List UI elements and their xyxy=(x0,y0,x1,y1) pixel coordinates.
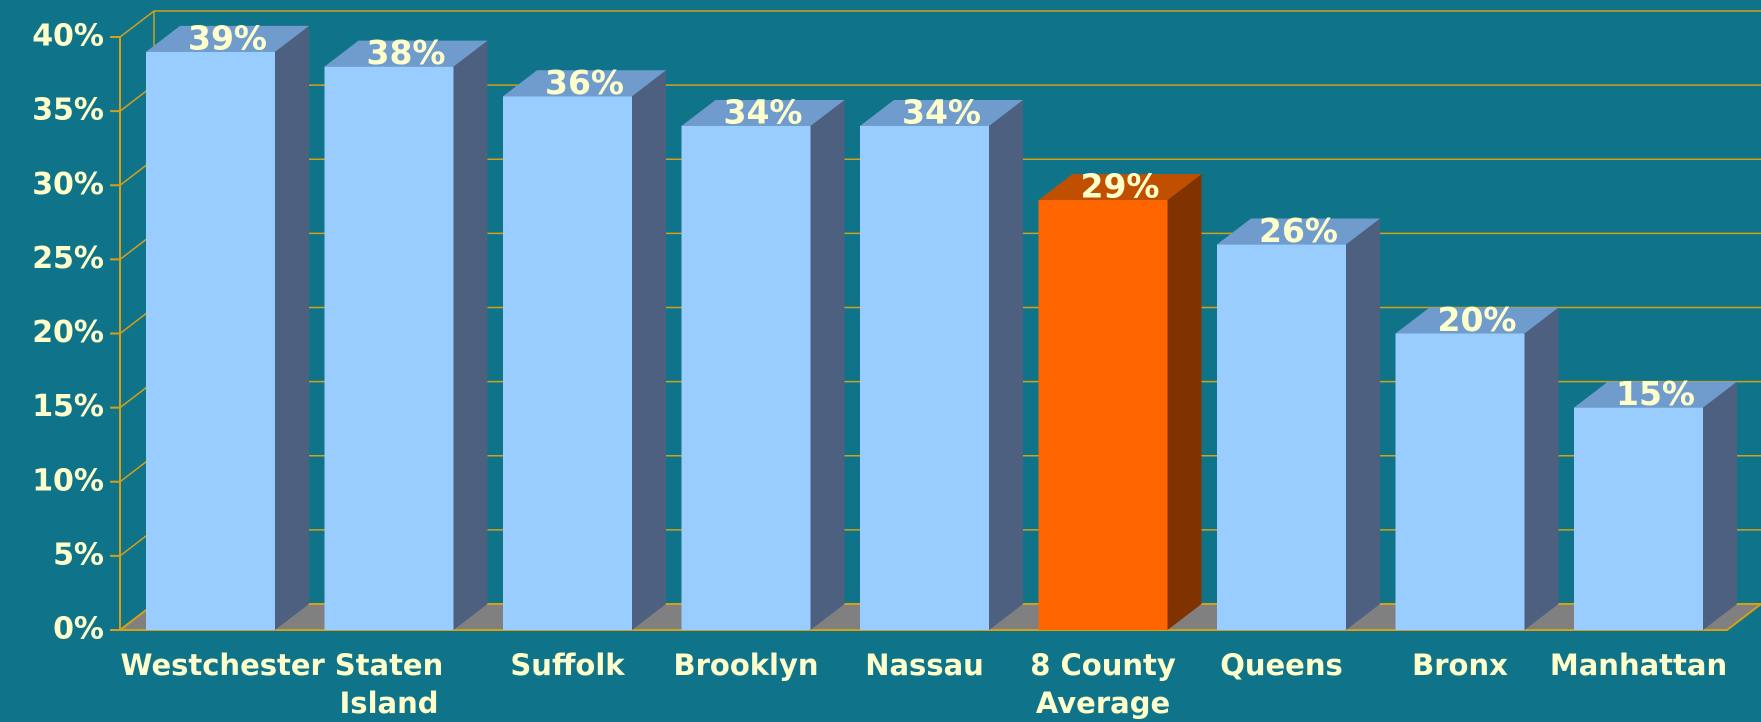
data-label: 26% xyxy=(1259,211,1338,250)
bar-top xyxy=(681,99,845,126)
bar xyxy=(1395,333,1525,630)
data-label: 29% xyxy=(1081,167,1160,206)
bar xyxy=(860,125,989,630)
y-tick-label: 20% xyxy=(32,315,104,350)
bar xyxy=(324,66,454,630)
bar xyxy=(1574,407,1703,630)
x-tick-label: Manhattan xyxy=(1549,648,1728,682)
y-tick-label: 35% xyxy=(32,93,104,128)
bar-top xyxy=(860,99,1023,126)
data-label: 15% xyxy=(1616,374,1695,413)
bar-top xyxy=(1574,381,1737,408)
bar xyxy=(1038,200,1168,630)
data-label: 34% xyxy=(724,92,803,131)
bar-top xyxy=(1038,174,1202,201)
bar-top xyxy=(503,70,666,97)
y-tick-label: 15% xyxy=(32,389,104,424)
bar-top xyxy=(1217,218,1380,245)
y-tick-label: 30% xyxy=(32,167,104,202)
bar-side xyxy=(1703,381,1737,630)
bar xyxy=(503,96,632,631)
bar-side xyxy=(632,70,666,631)
x-tick-label: Suffolk xyxy=(510,648,625,682)
bar-side xyxy=(275,25,309,630)
bar-side xyxy=(453,40,488,630)
bar-side xyxy=(989,99,1023,630)
bar-top xyxy=(324,40,488,67)
bar-top xyxy=(146,25,309,52)
y-tick-label: 40% xyxy=(32,19,104,54)
bar-side xyxy=(1524,307,1559,630)
bar-side xyxy=(810,99,845,630)
data-label: 36% xyxy=(545,63,624,102)
y-tick-label: 10% xyxy=(32,463,104,498)
y-tick-label: 25% xyxy=(32,241,104,276)
bar-side xyxy=(1167,174,1202,630)
x-tick-label: Bronx xyxy=(1412,648,1508,682)
x-tick-label: 8 County Average xyxy=(1030,648,1176,720)
bar-top xyxy=(1395,307,1559,334)
data-label: 20% xyxy=(1438,300,1517,339)
data-label: 39% xyxy=(188,18,267,57)
y-tick-label: 5% xyxy=(53,537,104,572)
data-label: 34% xyxy=(902,92,981,131)
x-tick-label: Brooklyn xyxy=(673,648,819,682)
bar xyxy=(1217,244,1346,631)
x-tick-label: Westchester xyxy=(120,648,325,682)
data-label: 38% xyxy=(367,33,446,72)
bar xyxy=(681,125,811,630)
bar-side xyxy=(1346,218,1380,631)
x-tick-label: Nassau xyxy=(865,648,984,682)
y-tick-label: 0% xyxy=(53,612,104,647)
bar xyxy=(146,51,275,630)
x-tick-label: Queens xyxy=(1220,648,1343,682)
x-tick-label: Staten Island xyxy=(334,648,444,720)
